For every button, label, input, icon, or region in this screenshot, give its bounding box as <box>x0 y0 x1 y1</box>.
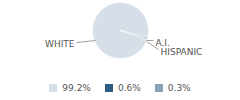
svg-text:WHITE: WHITE <box>45 39 75 49</box>
svg-text:HISPANIC: HISPANIC <box>161 47 203 57</box>
svg-text:A.I.: A.I. <box>155 38 170 49</box>
html-text:0.6%: 0.6% <box>117 83 141 93</box>
html-text:99.2%: 99.2% <box>62 83 91 93</box>
html-text:0.3%: 0.3% <box>167 83 191 93</box>
